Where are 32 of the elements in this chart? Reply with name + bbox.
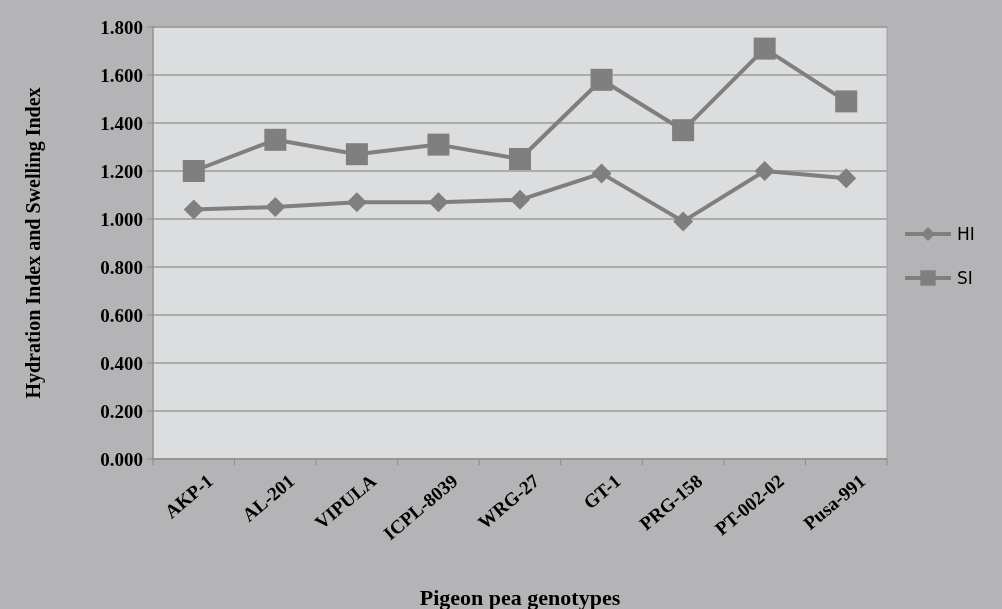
point — [346, 192, 367, 213]
y-tick-label: 1.000 — [100, 208, 143, 230]
y-tick-label: 0.600 — [100, 304, 143, 326]
legend-label: SI — [957, 267, 973, 288]
y-tick-label: 0.800 — [100, 256, 143, 278]
point — [590, 68, 613, 91]
point — [264, 128, 287, 151]
point — [509, 148, 531, 170]
point — [510, 189, 530, 210]
point — [265, 197, 286, 217]
point — [673, 211, 694, 232]
legend-label: HI — [957, 223, 975, 244]
point — [591, 163, 612, 184]
y-tick-label: 0.400 — [100, 352, 143, 374]
y-tick-label: 1.200 — [100, 160, 143, 182]
point — [753, 37, 776, 60]
point — [836, 168, 857, 189]
point — [835, 90, 858, 113]
y-tick-label: 1.400 — [100, 112, 143, 134]
point — [427, 133, 450, 156]
point — [754, 161, 775, 181]
point — [182, 160, 205, 182]
x-axis-title: Pigeon pea genotypes — [419, 585, 621, 609]
point — [345, 143, 368, 166]
point — [183, 199, 204, 220]
y-tick-label: 0.200 — [100, 400, 143, 422]
point — [672, 119, 695, 142]
point — [428, 192, 449, 213]
y-axis-title: Hydration Index and Swelling Index — [22, 87, 45, 399]
y-tick-label: 1.600 — [100, 64, 143, 86]
y-tick-label: 1.800 — [100, 16, 143, 38]
y-tick-label: 0.000 — [100, 448, 143, 470]
